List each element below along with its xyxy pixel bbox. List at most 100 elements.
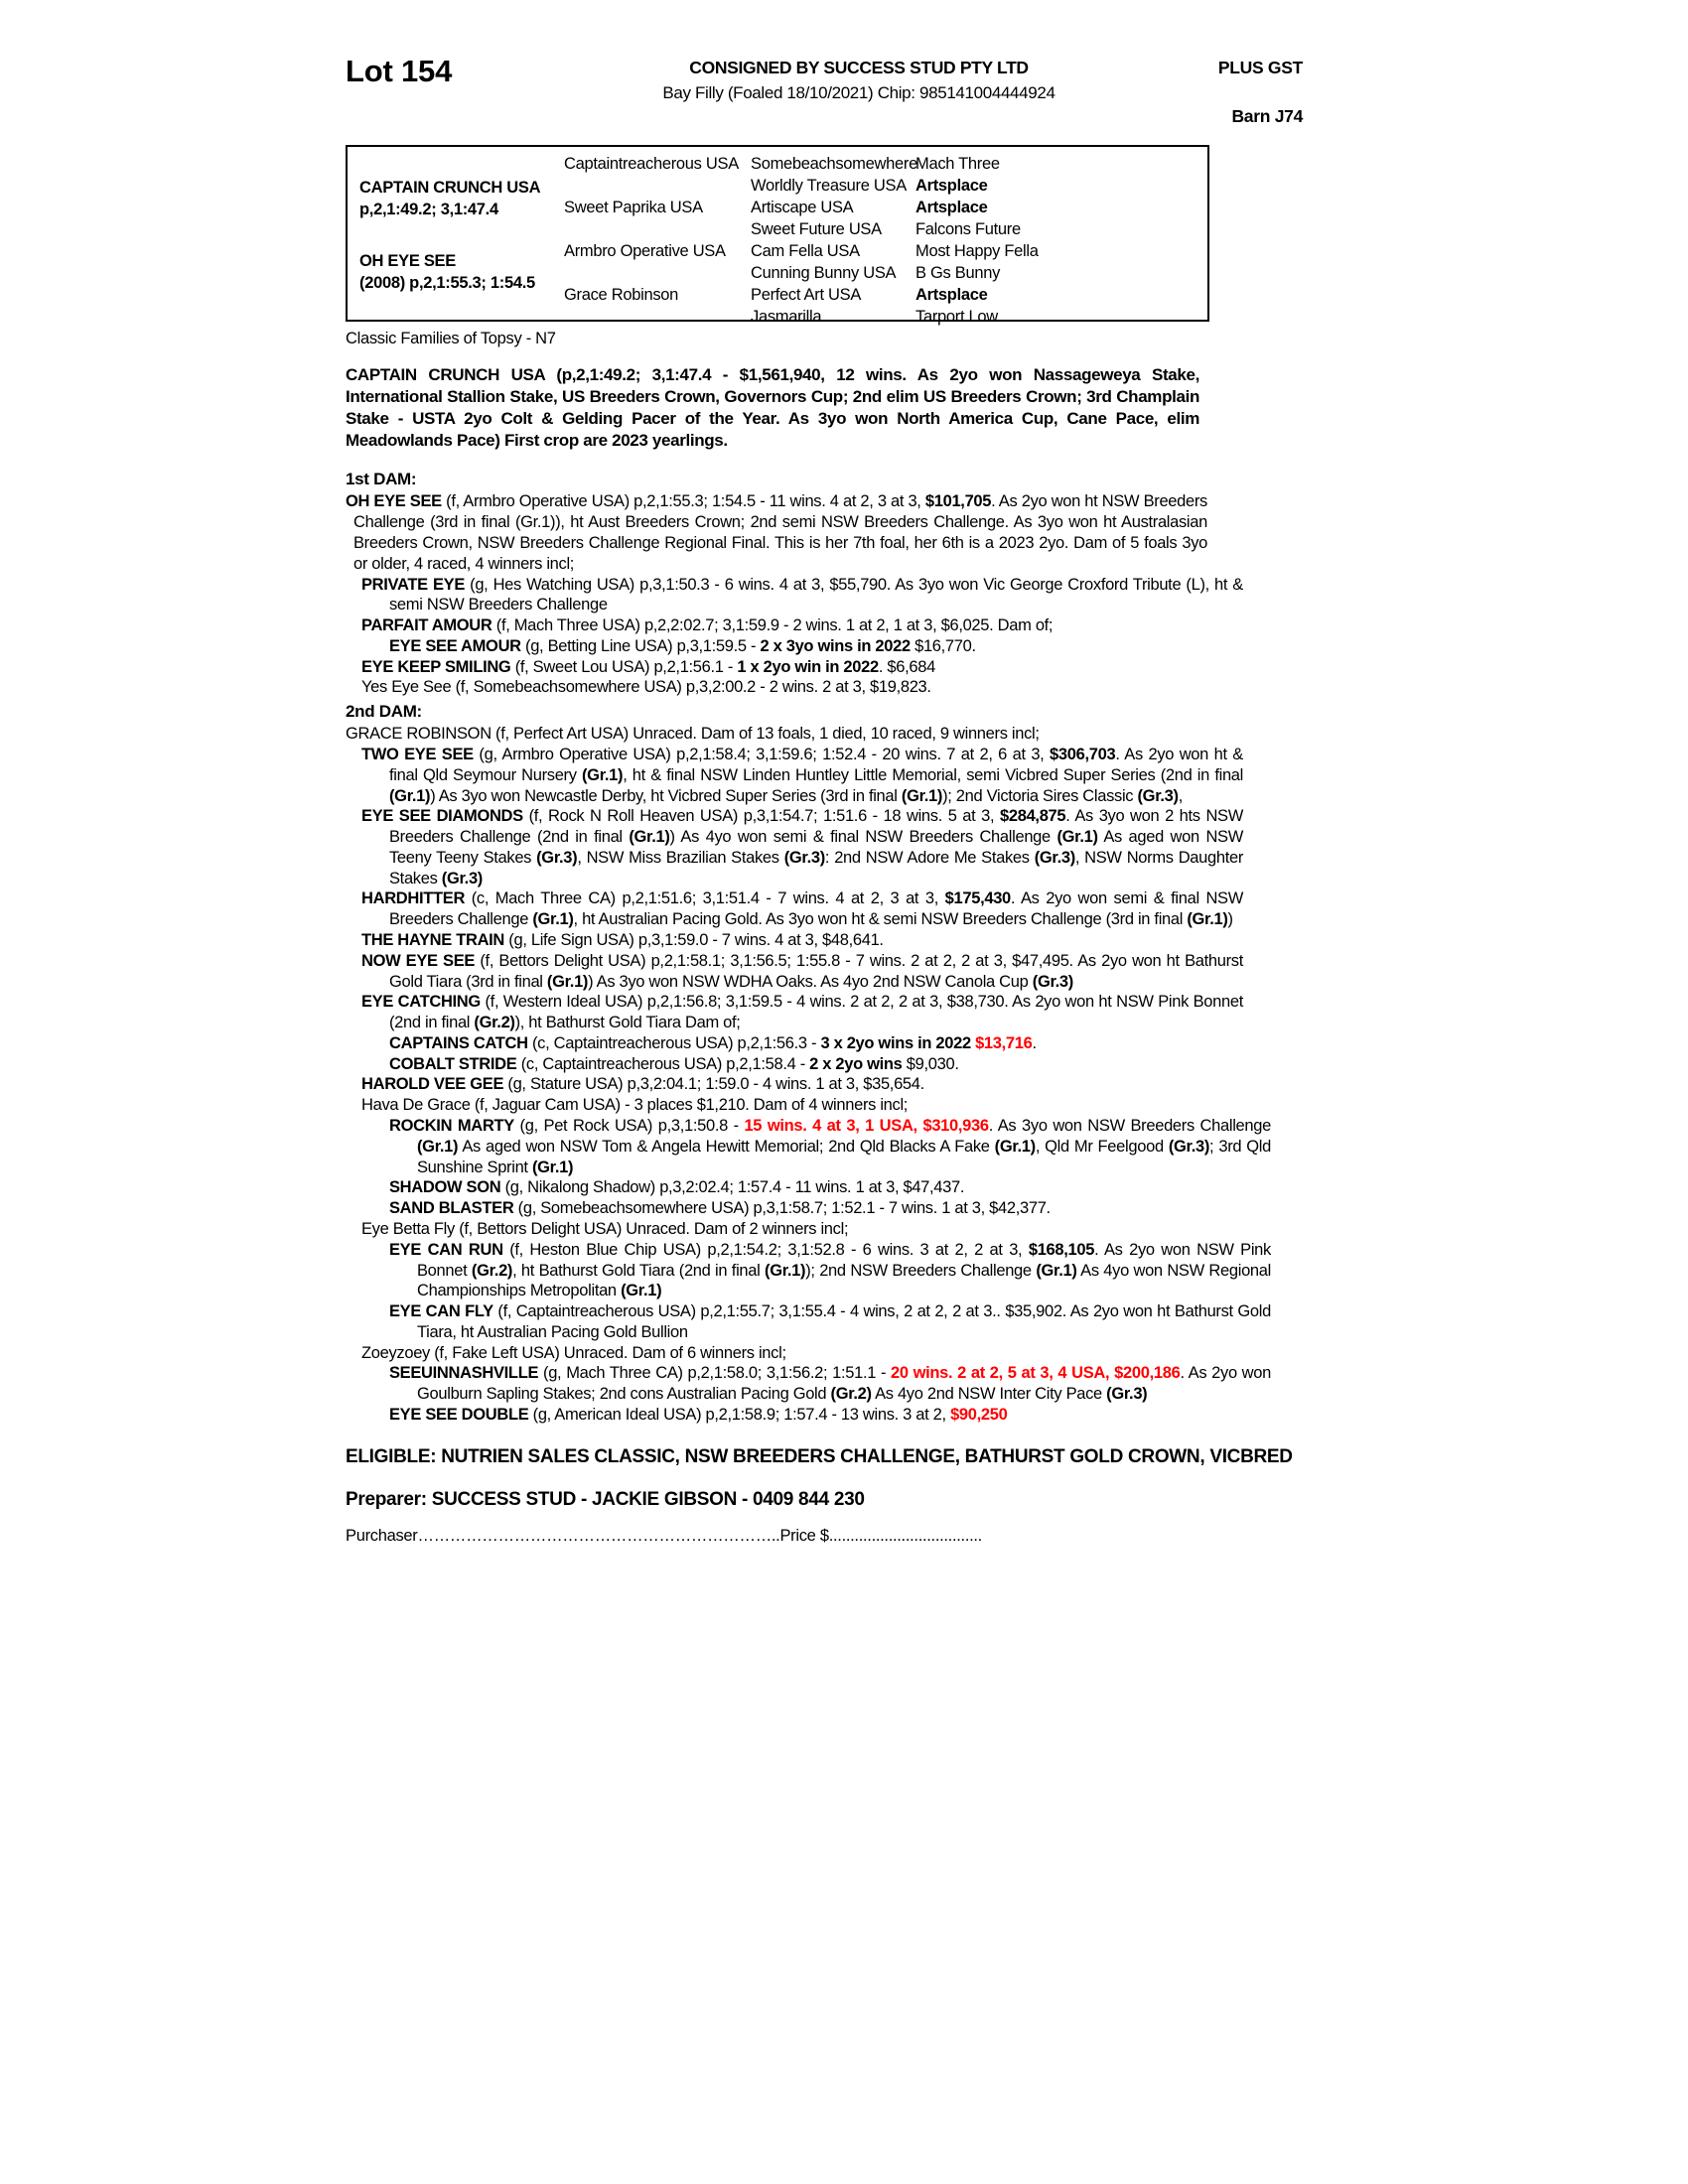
entry-text: GRACE ROBINSON (f, Perfect Art USA) Unra… <box>346 725 1040 744</box>
grandparent-3: Artiscape USA <box>751 199 854 216</box>
pedigree-entry: SEEUINNASHVILLE (g, Mach Three CA) p,2,1… <box>346 1363 1271 1405</box>
entry-bold: (Gr.1) <box>582 765 624 784</box>
entry-bold: (Gr.3) <box>1032 972 1074 991</box>
entry-text: (f, Armbro Operative USA) p,2,1:55.3; 1:… <box>441 492 925 511</box>
entry-bold: (Gr.1) <box>901 786 943 805</box>
entry-text: ) As 3yo won NSW WDHA Oaks. As 4yo 2nd N… <box>588 972 1033 991</box>
sire-paragraph: CAPTAIN CRUNCH USA (p,2,1:49.2; 3,1:47.4… <box>346 365 1199 451</box>
entry-bold: (Gr.3) <box>1168 1137 1210 1156</box>
entry-text: ) As 3yo won Newcastle Derby, ht Vicbred… <box>430 786 902 805</box>
entry-bold: CAPTAINS CATCH <box>389 1033 528 1052</box>
entry-text: As aged won NSW Tom & Angela Hewitt Memo… <box>458 1137 995 1156</box>
pedigree-entry: PRIVATE EYE (g, Hes Watching USA) p,3,1:… <box>346 575 1243 616</box>
entry-bold: 2 x 3yo wins in 2022 <box>760 636 911 655</box>
preparer-text: Preparer: SUCCESS STUD - JACKIE GIBSON -… <box>346 1489 865 1511</box>
entry-bold: 2 x 2yo wins <box>809 1054 903 1073</box>
first-dam-heading: 1st DAM: <box>346 470 417 489</box>
entry-text: (f, Sweet Lou USA) p,2,1:56.1 - <box>510 657 738 676</box>
entry-text: (c, Mach Three CA) p,2,1:51.6; 3,1:51.4 … <box>465 889 945 908</box>
pedigree-entry: Eye Betta Fly (f, Bettors Delight USA) U… <box>346 1219 1243 1240</box>
entry-text: ), ht Bathurst Gold Tiara Dam of; <box>514 1014 741 1032</box>
entry-bold: (Gr.1) <box>994 1137 1037 1156</box>
entry-text: . As 2yo won NSW Pink Bonnet <box>417 1240 1271 1280</box>
entry-bold: PARFAIT AMOUR <box>361 616 492 635</box>
pedigree-entry: EYE CATCHING (f, Western Ideal USA) p,2,… <box>346 992 1243 1033</box>
entry-text: (f, Rock N Roll Heaven USA) p,3,1:54.7; … <box>522 807 1000 826</box>
entry-bold: (Gr.1) <box>629 828 670 847</box>
family-line: Classic Families of Topsy - N7 <box>346 330 556 347</box>
entry-text: (g, Nikalong Shadow) p,3,2:02.4; 1:57.4 … <box>500 1178 965 1197</box>
entry-text: Zoeyzoey (f, Fake Left USA) Unraced. Dam… <box>361 1343 786 1362</box>
entry-text: (g, Hes Watching USA) p,3,1:50.3 - 6 win… <box>389 575 1243 614</box>
entry-bold: EYE CAN FLY <box>389 1302 493 1321</box>
entry-bold: (Gr.1) <box>417 1137 459 1156</box>
pedigree-entry: CAPTAINS CATCH (c, Captaintreacherous US… <box>346 1033 1271 1054</box>
entry-text: $9,030. <box>902 1054 959 1073</box>
entry-bold: (Gr.1) <box>621 1282 662 1300</box>
entry-text: , NSW Norms Daughter Stakes <box>389 848 1244 887</box>
horse-description: Bay Filly (Foaled 18/10/2021) Chip: 9851… <box>662 83 1055 102</box>
pedigree-entry: EYE KEEP SMILING (f, Sweet Lou USA) p,2,… <box>346 657 1243 678</box>
great-grandparent-7: Artsplace <box>915 286 988 304</box>
pedigree-entry: EYE SEE DIAMONDS (f, Rock N Roll Heaven … <box>346 806 1243 888</box>
catalogue-sheet: Lot 154 CONSIGNED BY SUCCESS STUD PTY LT… <box>338 44 1350 1546</box>
entry-text: , ht & final NSW Linden Huntley Little M… <box>623 765 1243 784</box>
entry-text: ) <box>1227 910 1234 929</box>
grandparent-1: Somebeachsomewhere <box>751 155 917 173</box>
entry-text: (g, Armbro Operative USA) p,2,1:58.4; 3,… <box>473 745 1051 763</box>
sire-dam: Sweet Paprika USA <box>564 199 703 216</box>
entry-text: (g, Pet Rock USA) p,3,1:50.8 - <box>513 1117 745 1136</box>
entry-bold: $306,703 <box>1050 745 1116 763</box>
entry-bold: (Gr.1) <box>1056 828 1098 847</box>
pedigree-entry: Yes Eye See (f, Somebeachsomewhere USA) … <box>346 677 1243 698</box>
entry-text: : 2nd NSW Adore Me Stakes <box>824 848 1035 867</box>
entry-text: (f, Western Ideal USA) p,2,1:56.8; 3,1:5… <box>389 993 1243 1032</box>
pedigree-entry: EYE CAN FLY (f, Captaintreacherous USA) … <box>346 1301 1271 1343</box>
entry-bold: $284,875 <box>1000 807 1066 826</box>
entry-bold: EYE KEEP SMILING <box>361 657 511 676</box>
pedigree-entry: HARDHITTER (c, Mach Three CA) p,2,1:51.6… <box>346 888 1243 930</box>
pedigree-entry: Hava De Grace (f, Jaguar Cam USA) - 3 pl… <box>346 1095 1243 1116</box>
entry-bold: (Gr.2) <box>474 1014 515 1032</box>
entry-bold: SEEUINNASHVILLE <box>389 1364 539 1383</box>
entry-bold: THE HAYNE TRAIN <box>361 931 505 949</box>
dam-name: OH EYE SEE <box>359 252 456 270</box>
entry-bold: (Gr.3) <box>1034 848 1076 867</box>
entry-bold: EYE CAN RUN <box>389 1240 503 1259</box>
lot-number: Lot 154 <box>346 54 453 88</box>
entry-text: As 4yo 2nd NSW Inter City Pace <box>871 1385 1107 1404</box>
entry-text: , <box>1178 786 1184 805</box>
pedigree-entry: TWO EYE SEE (g, Armbro Operative USA) p,… <box>346 745 1243 806</box>
great-grandparent-3: Artsplace <box>915 199 988 216</box>
dam-record: (2008) p,2,1:55.3; 1:54.5 <box>359 274 535 292</box>
consignor-name: CONSIGNED BY SUCCESS STUD PTY LTD <box>689 58 1029 77</box>
entry-text: As aged won NSW Teeny Teeny Stakes <box>389 828 1243 867</box>
entry-bold: EYE SEE AMOUR <box>389 636 521 655</box>
entry-text: . As 3yo won 2 hts NSW Breeders Challeng… <box>389 807 1243 847</box>
entry-text: . As 2yo won semi & final NSW Breeders C… <box>389 889 1243 929</box>
grandparent-2: Worldly Treasure USA <box>751 177 907 195</box>
entry-bold: (Gr.3) <box>536 848 578 867</box>
entry-bold: $168,105 <box>1028 1240 1095 1259</box>
pedigree-entry: HAROLD VEE GEE (g, Stature USA) p,3,2:04… <box>346 1074 1243 1095</box>
entry-text: . As 2yo won Goulburn Sapling Stakes; 2n… <box>417 1364 1271 1404</box>
entry-text: (g, Stature USA) p,3,2:04.1; 1:59.0 - 4 … <box>503 1075 924 1094</box>
plus-gst-label: PLUS GST <box>1217 58 1303 77</box>
entry-text: ; 3rd Qld Sunshine Sprint <box>417 1137 1271 1176</box>
entry-text: ); 2nd NSW Breeders Challenge <box>805 1261 1037 1280</box>
entry-text: (f, Captaintreacherous USA) p,2,1:55.7; … <box>417 1302 1271 1341</box>
dam-sire: Armbro Operative USA <box>564 242 726 260</box>
entry-highlight: $13,716 <box>970 1033 1033 1052</box>
entry-bold: SAND BLASTER <box>389 1199 514 1218</box>
sire-name: CAPTAIN CRUNCH USA <box>359 179 541 197</box>
grandparent-5: Cam Fella USA <box>751 242 860 260</box>
dam-dam: Grace Robinson <box>564 286 679 304</box>
entry-text: , Qld Mr Feelgood <box>1035 1137 1169 1156</box>
entry-bold: ROCKIN MARTY <box>389 1117 514 1136</box>
grandparent-8: Jasmarilla <box>751 308 822 326</box>
entry-text: (f, Heston Blue Chip USA) p,2,1:54.2; 3,… <box>502 1240 1029 1259</box>
great-grandparent-4: Falcons Future <box>915 220 1021 238</box>
entry-bold: (Gr.3) <box>441 869 484 887</box>
grandparent-6: Cunning Bunny USA <box>751 264 897 282</box>
first-dam-entries: OH EYE SEE (f, Armbro Operative USA) p,2… <box>338 491 1350 698</box>
